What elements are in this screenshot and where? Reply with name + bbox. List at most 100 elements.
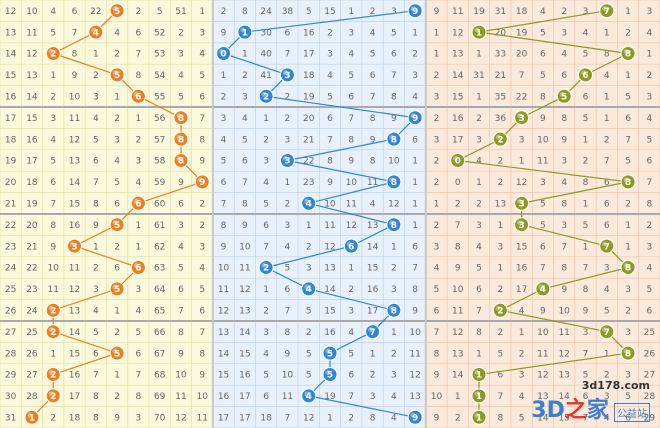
series-2-ball bbox=[407, 409, 423, 425]
cell-text: 3 bbox=[285, 135, 291, 145]
cell-text: 16 bbox=[452, 114, 464, 124]
cell-text: 11 bbox=[239, 264, 250, 274]
cell-text: 11 bbox=[537, 349, 548, 359]
cell-text: 17 bbox=[5, 114, 16, 124]
cell-text: 5 bbox=[199, 285, 205, 295]
cell-text: 8 bbox=[476, 328, 482, 338]
series-2-ball bbox=[386, 131, 402, 147]
cell-text: 13 bbox=[495, 200, 506, 210]
series-1-ball bbox=[130, 88, 146, 104]
cell-text: 3 bbox=[327, 50, 333, 60]
series-3-ball bbox=[577, 67, 593, 83]
cell-text: 3 bbox=[93, 93, 99, 103]
cell-text: 1 bbox=[263, 114, 269, 124]
cell-text: 9 bbox=[221, 242, 227, 252]
cell-text: 6 bbox=[370, 71, 376, 81]
cell-text: 5 bbox=[263, 200, 269, 210]
cell-text: 2 bbox=[93, 264, 99, 274]
series-1-ball-label: 8 bbox=[178, 114, 184, 124]
cell-text: 1 bbox=[625, 242, 631, 252]
cell-text: 6 bbox=[583, 93, 589, 103]
cell-text: 5 bbox=[50, 157, 56, 167]
cell-text: 7 bbox=[178, 307, 184, 317]
cell-text: 2 bbox=[455, 414, 461, 424]
series-3-ball-label: 3 bbox=[518, 221, 524, 231]
cell-text: 11 bbox=[69, 114, 80, 124]
cell-text: 6 bbox=[93, 349, 99, 359]
cell-text: 13 bbox=[452, 349, 463, 359]
cell-text: 23 bbox=[26, 285, 37, 295]
cell-text: 10 bbox=[537, 328, 549, 338]
cell-text: 7 bbox=[412, 264, 418, 274]
cell-text: 24 bbox=[5, 264, 17, 274]
series-2-ball bbox=[407, 3, 423, 19]
cell-text: 65 bbox=[154, 307, 165, 317]
cell-text: 11 bbox=[47, 285, 58, 295]
cell-text: 6 bbox=[604, 178, 610, 188]
cell-text: 1 bbox=[604, 28, 610, 38]
cell-text: 2 bbox=[114, 242, 120, 252]
cell-text: 1 bbox=[583, 242, 589, 252]
cell-text: 21 bbox=[26, 242, 37, 252]
ball-shine bbox=[580, 70, 586, 76]
cell-text: 5 bbox=[604, 307, 610, 317]
cell-text: 8 bbox=[242, 7, 248, 17]
cell-text: 7 bbox=[561, 242, 567, 252]
cell-text: 9 bbox=[434, 414, 440, 424]
ball-shine bbox=[112, 6, 118, 12]
cell-text: 7 bbox=[72, 28, 78, 38]
cell-text: 4 bbox=[93, 114, 99, 124]
cell-text: 1 bbox=[434, 200, 440, 210]
cell-text: 67 bbox=[154, 349, 165, 359]
ball-shine bbox=[389, 134, 395, 140]
cell-text: 61 bbox=[154, 221, 165, 231]
series-1-ball bbox=[173, 131, 189, 147]
cell-text: 1 bbox=[412, 157, 418, 167]
cell-text: 16 bbox=[69, 371, 81, 381]
cell-text: 6 bbox=[646, 307, 652, 317]
ball-shine bbox=[623, 177, 629, 183]
cell-text: 2 bbox=[519, 349, 525, 359]
ball-shine bbox=[112, 348, 118, 354]
cell-text: 4 bbox=[178, 71, 184, 81]
cell-text: 5 bbox=[583, 50, 589, 60]
ball-shine bbox=[410, 6, 416, 12]
cell-text: 1 bbox=[114, 307, 120, 317]
cell-text: 6 bbox=[114, 200, 120, 210]
cell-text: 7 bbox=[583, 349, 589, 359]
series-3-ball-label: 1 bbox=[476, 414, 482, 424]
cell-text: 1 bbox=[136, 221, 142, 231]
cell-text: 19 bbox=[26, 200, 38, 210]
cell-text: 3 bbox=[412, 71, 418, 81]
series-2-ball-label: 0 bbox=[220, 50, 226, 60]
cell-text: 9 bbox=[540, 307, 546, 317]
ball-shine bbox=[240, 27, 246, 33]
series-3-ball bbox=[450, 153, 466, 168]
cell-text: 3 bbox=[434, 242, 440, 252]
series-1-ball bbox=[109, 345, 125, 361]
series-1-ball-label: 9 bbox=[199, 178, 205, 188]
cell-text: 9 bbox=[370, 135, 376, 145]
cell-text: 11 bbox=[409, 349, 420, 359]
ball-shine bbox=[219, 49, 225, 54]
series-2-ball bbox=[216, 46, 232, 61]
series-2-ball-label: 3 bbox=[284, 71, 290, 81]
series-1-ball bbox=[130, 260, 146, 275]
cell-text: 5 bbox=[583, 114, 589, 124]
cell-text: 31 bbox=[473, 71, 484, 81]
cell-text: 5 bbox=[625, 392, 631, 402]
cell-text: 15 bbox=[324, 7, 335, 17]
series-2-ball-label: 9 bbox=[412, 414, 418, 424]
cell-text: 9 bbox=[72, 71, 78, 81]
cell-text: 9 bbox=[199, 371, 205, 381]
cell-text: 69 bbox=[154, 392, 166, 402]
cell-text: 5 bbox=[306, 307, 312, 317]
cell-text: 10 bbox=[218, 264, 230, 274]
cell-text: 15 bbox=[516, 242, 527, 252]
cell-text: 7 bbox=[285, 307, 291, 317]
cell-text: 12 bbox=[175, 414, 186, 424]
series-2-ball bbox=[365, 324, 381, 340]
cell-text: 12 bbox=[69, 135, 80, 145]
cell-text: 2 bbox=[476, 200, 482, 210]
cell-text: 5 bbox=[178, 264, 184, 274]
